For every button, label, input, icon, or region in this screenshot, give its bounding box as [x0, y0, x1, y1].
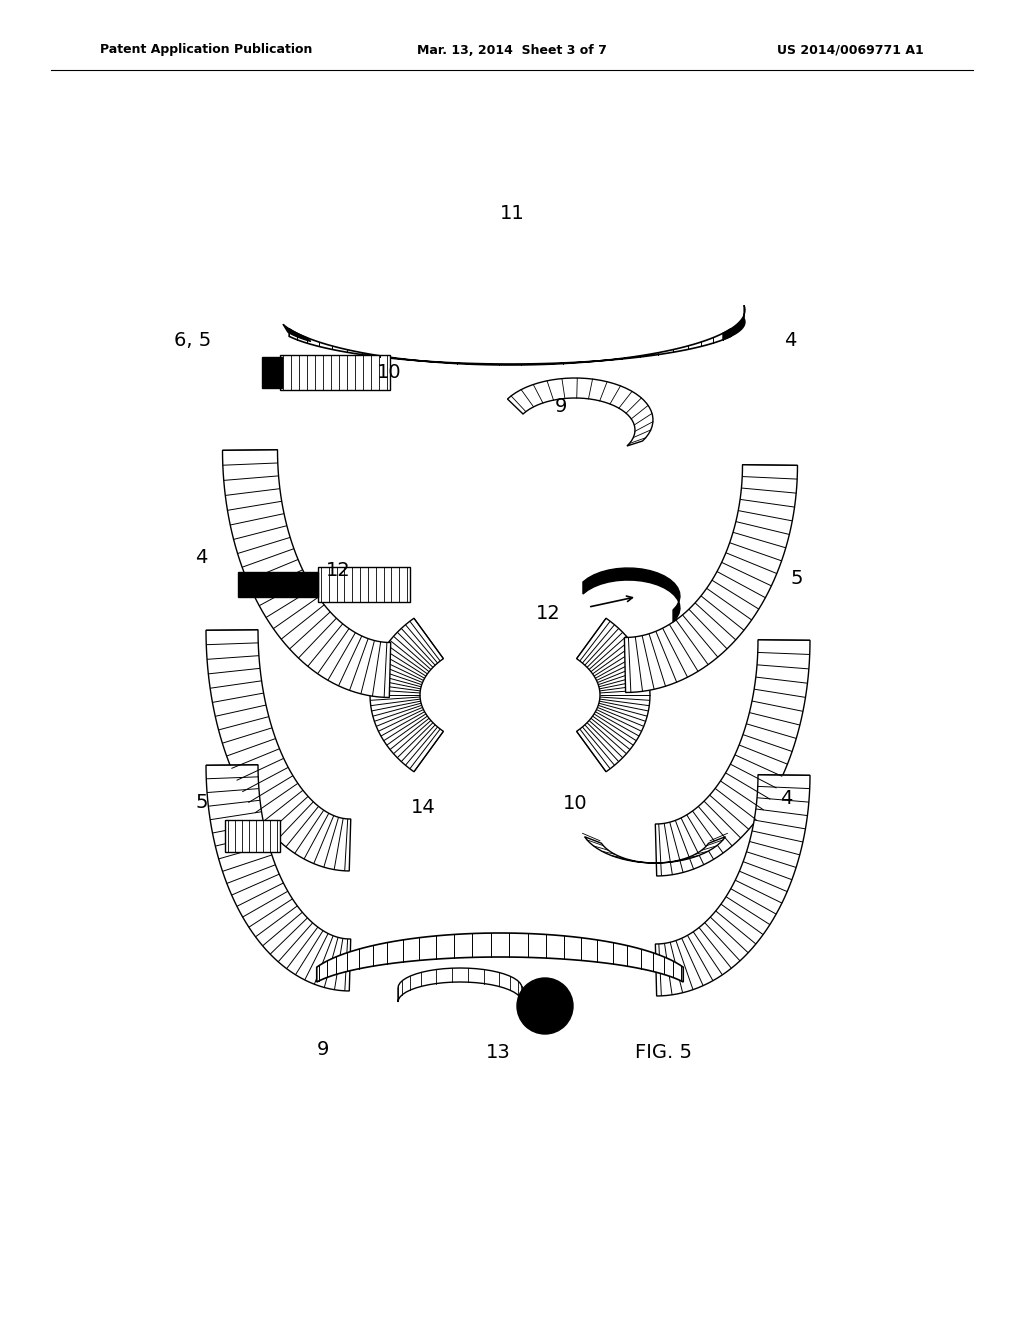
Polygon shape — [398, 968, 522, 1002]
Text: 4: 4 — [784, 331, 797, 350]
Text: 10: 10 — [377, 363, 401, 381]
Text: Patent Application Publication: Patent Application Publication — [100, 44, 312, 57]
Polygon shape — [262, 356, 282, 388]
Text: 9: 9 — [555, 397, 567, 416]
Text: 4: 4 — [780, 789, 793, 808]
Polygon shape — [316, 933, 683, 982]
Polygon shape — [585, 837, 725, 863]
Text: 14: 14 — [411, 799, 435, 817]
Text: 5: 5 — [196, 793, 208, 812]
Polygon shape — [318, 568, 410, 602]
Text: 9: 9 — [316, 1040, 329, 1059]
Polygon shape — [222, 450, 391, 697]
Text: 13: 13 — [486, 1043, 511, 1061]
Text: FIG. 5: FIG. 5 — [635, 1043, 692, 1061]
Text: US 2014/0069771 A1: US 2014/0069771 A1 — [777, 44, 924, 57]
Text: 10: 10 — [563, 795, 588, 813]
Polygon shape — [370, 618, 443, 772]
Text: Mar. 13, 2014  Sheet 3 of 7: Mar. 13, 2014 Sheet 3 of 7 — [417, 44, 607, 57]
Polygon shape — [289, 329, 731, 366]
Polygon shape — [583, 568, 680, 622]
Circle shape — [517, 978, 573, 1034]
Text: 12: 12 — [536, 605, 560, 623]
Text: 12: 12 — [326, 561, 350, 579]
Polygon shape — [206, 764, 350, 991]
Polygon shape — [655, 640, 810, 876]
Polygon shape — [577, 618, 650, 772]
Text: 6, 5: 6, 5 — [174, 331, 211, 350]
Polygon shape — [225, 820, 280, 851]
Text: 5: 5 — [791, 569, 803, 587]
Polygon shape — [206, 630, 351, 871]
Polygon shape — [508, 378, 653, 446]
Polygon shape — [238, 572, 318, 597]
Polygon shape — [655, 775, 810, 997]
Polygon shape — [280, 355, 390, 389]
Polygon shape — [625, 465, 798, 693]
Text: 4: 4 — [196, 548, 208, 566]
Polygon shape — [283, 325, 311, 342]
Polygon shape — [723, 305, 745, 339]
Text: 11: 11 — [500, 205, 524, 223]
